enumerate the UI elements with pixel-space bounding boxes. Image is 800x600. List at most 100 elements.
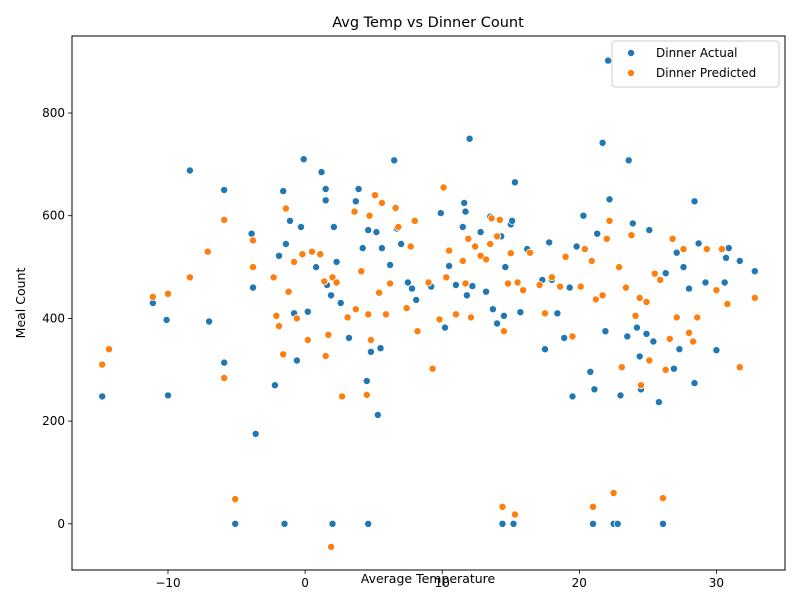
predicted-point-114 <box>735 363 744 372</box>
legend-box <box>611 40 780 88</box>
predicted-point-51 <box>435 315 444 324</box>
actual-point-11 <box>251 429 260 438</box>
actual-point-20 <box>296 222 305 231</box>
plot-frame <box>71 35 786 571</box>
predicted-point-35 <box>364 310 373 319</box>
actual-point-49 <box>403 278 412 287</box>
actual-point-4 <box>185 166 194 175</box>
actual-point-21 <box>299 155 308 164</box>
actual-point-54 <box>440 323 449 332</box>
predicted-point-41 <box>381 310 390 319</box>
predicted-point-6 <box>220 215 229 224</box>
predicted-point-112 <box>717 245 726 254</box>
actual-point-84 <box>565 283 574 292</box>
actual-point-121 <box>720 278 729 287</box>
predicted-point-113 <box>723 299 732 308</box>
x-tick-label: 10 <box>435 576 450 590</box>
actual-point-31 <box>332 257 341 266</box>
predicted-point-88 <box>605 216 614 225</box>
actual-point-56 <box>451 280 460 289</box>
actual-point-7 <box>220 185 229 194</box>
actual-point-109 <box>659 519 668 528</box>
predicted-point-107 <box>685 328 694 337</box>
actual-point-17 <box>285 216 294 225</box>
actual-point-13 <box>274 251 283 260</box>
actual-point-111 <box>669 364 678 373</box>
actual-point-36 <box>358 244 367 253</box>
actual-point-30 <box>329 222 338 231</box>
predicted-point-71 <box>510 510 519 519</box>
actual-point-112 <box>672 248 681 257</box>
predicted-point-81 <box>576 282 585 291</box>
predicted-point-33 <box>357 267 366 276</box>
actual-point-42 <box>373 410 382 419</box>
actual-point-83 <box>560 333 569 342</box>
actual-point-10 <box>248 283 257 292</box>
actual-point-2 <box>162 315 171 324</box>
chart-title: Avg Temp vs Dinner Count <box>332 15 524 31</box>
predicted-point-61 <box>476 251 485 260</box>
actual-point-79 <box>541 345 550 354</box>
actual-point-15 <box>280 519 289 528</box>
x-tick-label: 0 <box>301 576 309 590</box>
predicted-point-15 <box>281 204 290 213</box>
predicted-point-11 <box>269 273 278 282</box>
actual-point-19 <box>292 356 301 365</box>
actual-point-100 <box>624 156 633 165</box>
predicted-point-23 <box>320 277 329 286</box>
y-axis-ticks: 0 200 400 600 800 <box>42 106 72 531</box>
actual-point-73 <box>508 216 517 225</box>
actual-point-0 <box>98 392 107 401</box>
actual-point-55 <box>445 261 454 270</box>
predicted-point-29 <box>338 392 347 401</box>
actual-point-33 <box>344 333 353 342</box>
actual-point-108 <box>654 398 663 407</box>
actual-point-85 <box>568 392 577 401</box>
predicted-point-105 <box>672 313 681 322</box>
actual-point-88 <box>586 367 595 376</box>
predicted-point-63 <box>486 239 495 248</box>
predicted-point-109 <box>693 313 702 322</box>
actual-point-93 <box>601 327 610 336</box>
predicted-point-96 <box>637 381 646 390</box>
actual-point-23 <box>312 263 321 272</box>
actual-point-29 <box>328 519 337 528</box>
actual-point-24 <box>317 168 326 177</box>
actual-point-110 <box>661 269 670 278</box>
actual-point-70 <box>499 311 508 320</box>
predicted-point-19 <box>298 250 307 259</box>
predicted-point-25 <box>324 330 333 339</box>
actual-point-48 <box>397 239 406 248</box>
predicted-point-2 <box>148 292 157 301</box>
y-tick-label: 600 <box>42 209 65 223</box>
actual-point-34 <box>351 197 360 206</box>
predicted-point-22 <box>316 250 325 259</box>
predicted-point-89 <box>609 488 618 497</box>
actual-point-95 <box>605 195 614 204</box>
predicted-point-34 <box>362 390 371 399</box>
actual-point-22 <box>303 307 312 316</box>
y-axis-label: Meal Count <box>13 268 28 339</box>
points-layer <box>98 56 759 551</box>
actual-point-14 <box>279 187 288 196</box>
predicted-point-60 <box>471 242 480 251</box>
predicted-point-4 <box>185 273 194 282</box>
predicted-point-90 <box>615 263 624 272</box>
actual-point-40 <box>366 347 375 356</box>
predicted-point-47 <box>410 216 419 225</box>
actual-point-107 <box>649 337 658 346</box>
predicted-point-92 <box>621 283 630 292</box>
actual-point-115 <box>685 284 694 293</box>
predicted-point-18 <box>292 314 301 323</box>
predicted-point-84 <box>589 502 598 511</box>
predicted-point-40 <box>377 198 386 207</box>
actual-point-76 <box>516 308 525 317</box>
actual-point-62 <box>468 282 477 291</box>
actual-point-103 <box>635 352 644 361</box>
actual-point-67 <box>493 319 502 328</box>
predicted-point-108 <box>689 337 698 346</box>
actual-point-37 <box>362 376 371 385</box>
predicted-point-106 <box>679 245 688 254</box>
actual-point-60 <box>462 291 471 300</box>
